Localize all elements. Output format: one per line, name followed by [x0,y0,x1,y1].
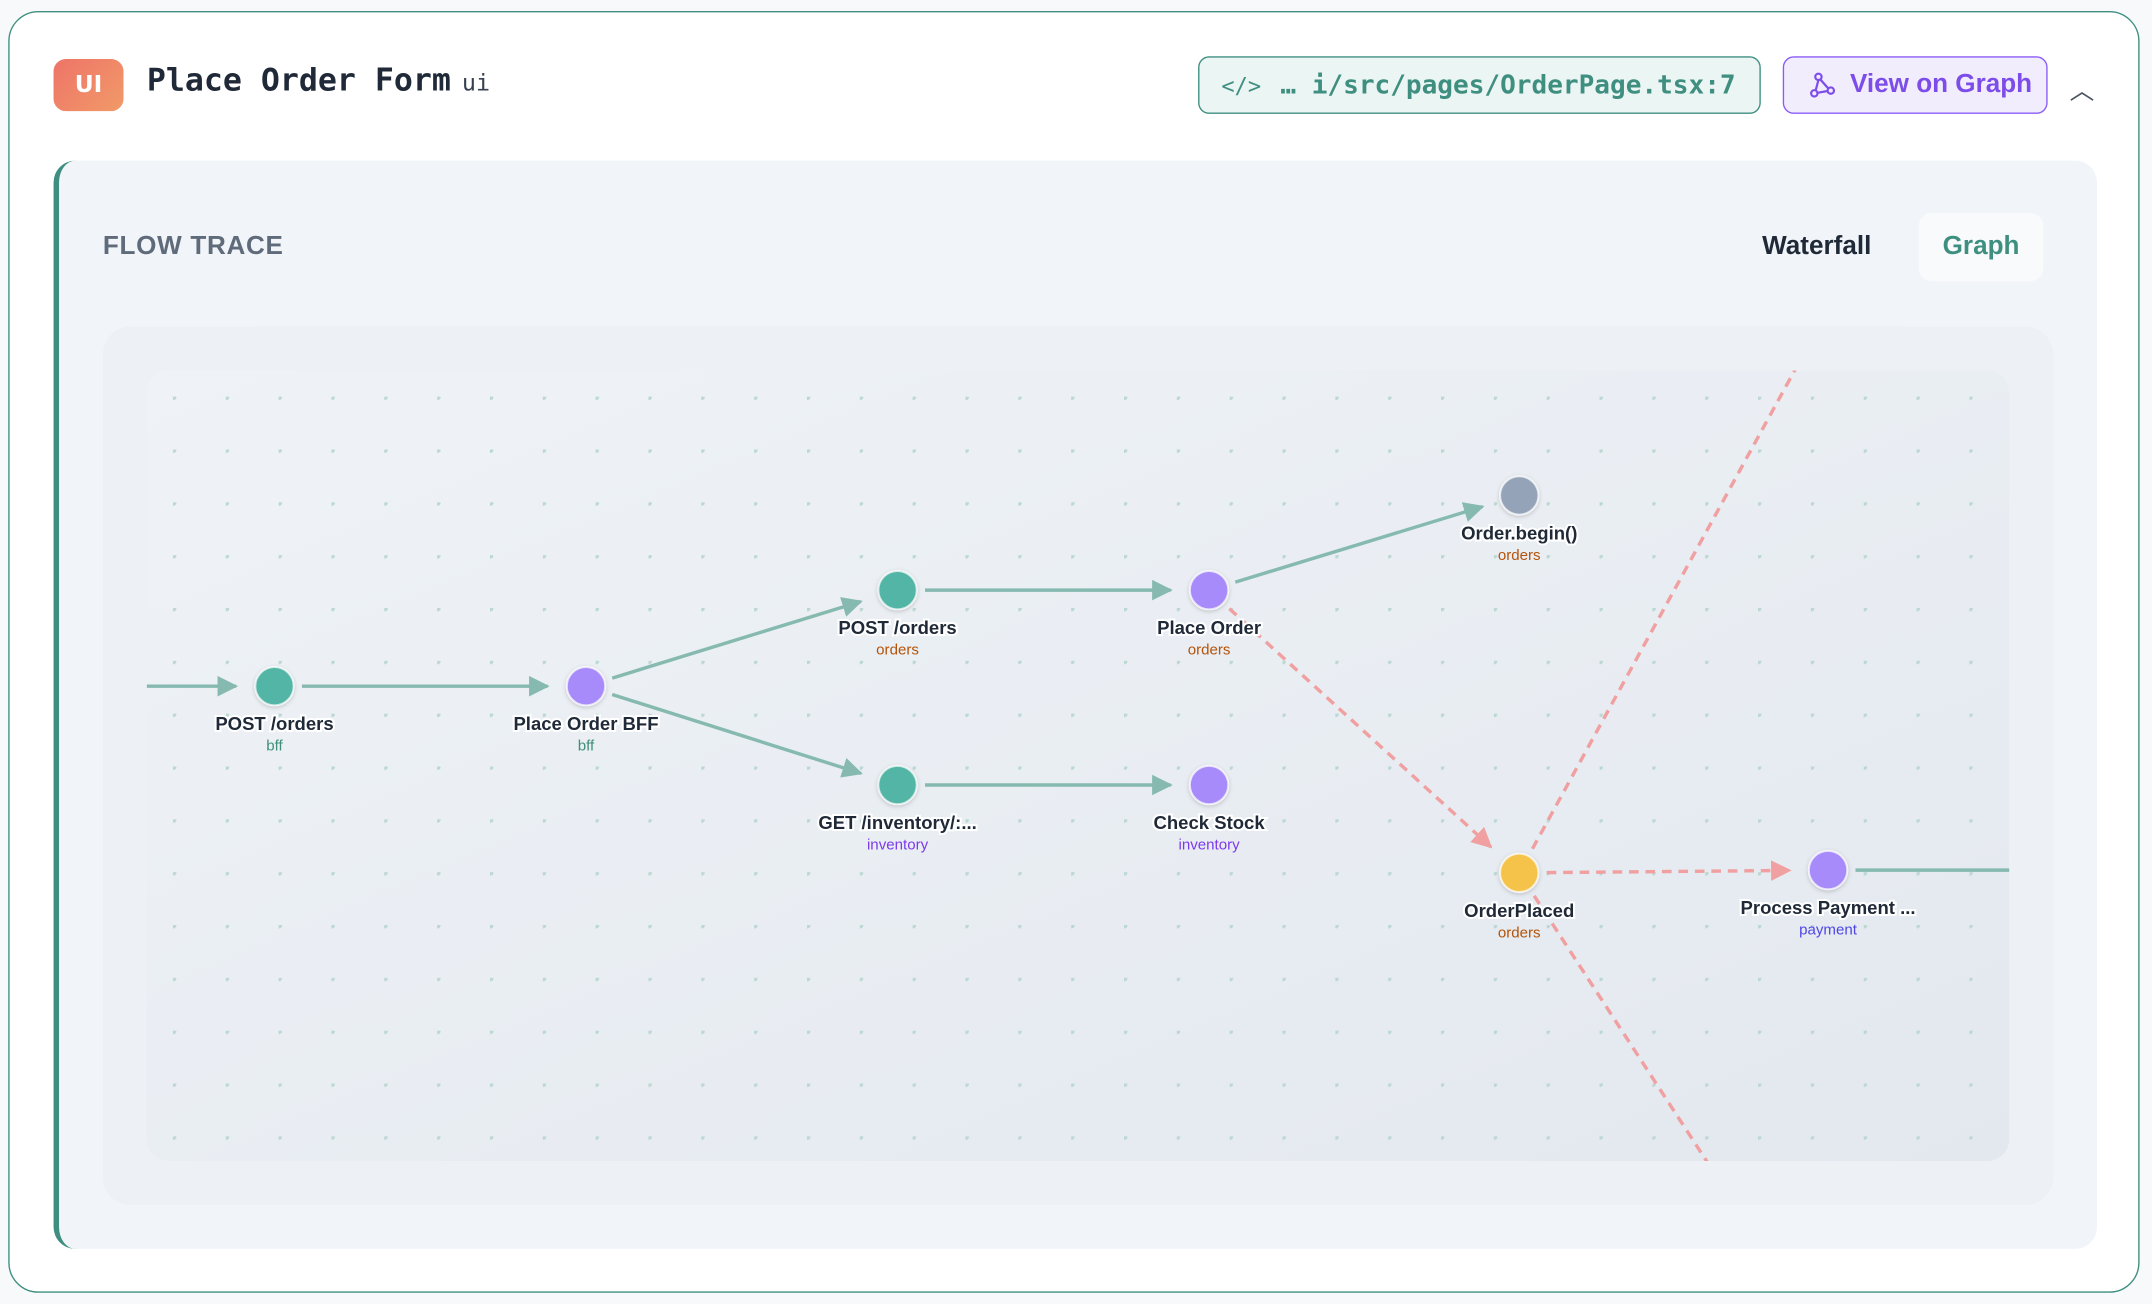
graph-node[interactable]: GET /inventory/:... inventory [816,764,979,854]
tab-waterfall[interactable]: Waterfall [1762,231,1872,261]
node-service: orders [1188,642,1231,659]
node-service: bff [266,738,283,755]
async-edge [1228,607,1493,849]
handler-node-circle[interactable] [1807,849,1849,891]
async-edge [1546,860,1792,881]
view-on-graph-label: View on Graph [1849,69,2033,99]
title-text: Place Order Form [146,63,451,99]
http-node-circle[interactable] [877,569,918,611]
dot-grid [146,370,2010,1162]
node-service: bff [578,738,595,755]
graph-icon [1810,72,1836,98]
node-service: inventory [867,837,929,854]
node-service: orders [1498,547,1541,564]
source-path-button[interactable]: </> … i/src/pages/OrderPage.tsx:7 [1198,56,1761,114]
view-on-graph-button[interactable]: View on Graph [1782,56,2048,114]
node-label: Place Order [1157,617,1261,638]
node-service: orders [1498,924,1541,941]
node-service: inventory [1178,837,1240,854]
node-label: GET /inventory/:... [818,812,976,833]
component-kind: ui [461,69,491,98]
sync-edge [611,692,863,778]
node-label: Check Stock [1154,812,1266,833]
handler-node-circle[interactable] [1188,569,1230,611]
node-label: POST /orders [838,617,956,638]
graph-node[interactable]: Process Payment ... payment [1738,849,1918,939]
node-service: orders [876,642,919,659]
node-service: payment [1799,922,1858,939]
component-title: Place Order Form ui [147,63,490,99]
http-node-circle[interactable] [254,665,295,707]
handler-node-circle[interactable] [565,665,607,707]
graph-node[interactable]: OrderPlaced orders [1462,852,1576,942]
event-node-circle[interactable] [1499,852,1540,894]
ui-badge: UI [53,59,124,112]
graph-node[interactable]: POST /orders orders [836,569,959,659]
code-icon: </> [1221,72,1262,99]
tab-graph[interactable]: Graph [1918,212,2044,282]
async-edge [1530,370,1803,850]
node-label: Place Order BFF [513,713,658,734]
node-label: Order.begin() [1461,522,1577,543]
node-label: POST /orders [215,713,333,734]
call-node-circle[interactable] [1499,475,1540,516]
graph-node[interactable]: Order.begin() orders [1459,475,1579,564]
panel-title: FLOW TRACE [102,231,284,261]
graph-node[interactable]: Check Stock inventory [1151,764,1267,854]
http-node-circle[interactable] [877,764,918,806]
handler-node-circle[interactable] [1188,764,1230,806]
sync-edge [1234,502,1485,584]
async-edge [1532,894,1717,1162]
graph-node[interactable]: POST /orders bff [213,665,336,755]
graph-node[interactable]: Place Order BFF bff [511,665,661,755]
sync-edge [611,597,863,680]
collapse-chevron-up-icon[interactable]: ︿ [2069,76,2095,105]
source-path-text: … i/src/pages/OrderPage.tsx:7 [1280,69,1736,101]
node-label: Process Payment ... [1741,897,1916,918]
graph-node[interactable]: Place Order orders [1155,569,1263,659]
node-label: OrderPlaced [1464,900,1574,921]
